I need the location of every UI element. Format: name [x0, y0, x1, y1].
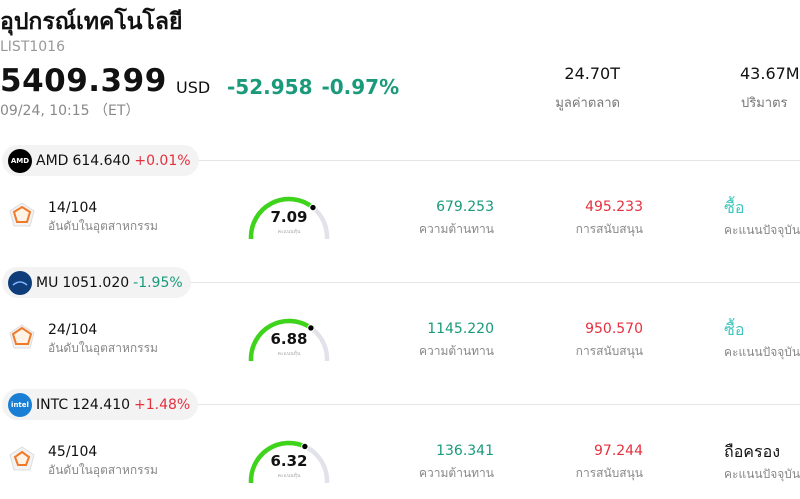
pentagon-rank-icon — [9, 324, 35, 349]
score-label: คะแนนหุ้น — [277, 229, 301, 235]
stock-section: AMD AMD 614.640 +0.01% 14/104 อันดับในอุ… — [0, 145, 800, 267]
micron-logo-icon — [8, 270, 32, 295]
rating-label: คะแนนปัจจุบัน — [724, 223, 800, 237]
stock-chip[interactable]: AMD AMD 614.640 +0.01% — [2, 145, 199, 176]
stock-section: MU 1051.020 -1.95% 24/104 อันดับในอุตสาห… — [0, 267, 800, 389]
section-divider — [190, 282, 800, 283]
support-value: 950.570 — [585, 321, 643, 337]
industry-rank: 24/104 — [48, 322, 98, 338]
industry-rank-label: อันดับในอุตสาหกรรม — [48, 341, 158, 355]
resistance-label: ความต้านทาน — [419, 344, 494, 358]
section-divider — [190, 404, 800, 405]
volume-label: ปริมาตร — [741, 96, 788, 111]
stock-price: 614.640 — [72, 152, 131, 169]
score-value: 6.32 — [270, 452, 308, 470]
market-cap-label: มูลค่าตลาด — [555, 96, 620, 111]
gauge-fill — [248, 440, 308, 483]
stock-change-pct: +0.01% — [134, 152, 191, 169]
resistance-value: 679.253 — [436, 199, 494, 215]
stock-symbol: MU — [36, 274, 59, 291]
amd-logo-icon: AMD — [8, 148, 32, 173]
pentagon-rank-icon — [9, 202, 35, 227]
score-value: 7.09 — [270, 208, 308, 226]
rating-value: ซื้อ — [724, 320, 745, 339]
score-gauge — [248, 440, 330, 483]
industry-rank-label: อันดับในอุตสาหกรรม — [48, 463, 158, 477]
rating-label: คะแนนปัจจุบัน — [724, 467, 800, 481]
stock-symbol: AMD — [36, 152, 69, 169]
index-code: LIST1016 — [0, 39, 65, 55]
stock-price: 124.410 — [72, 396, 131, 413]
resistance-value: 1145.220 — [427, 321, 494, 337]
stock-price: 1051.020 — [62, 274, 130, 291]
page-title: อุปกรณ์เทคโนโลยี — [0, 9, 183, 35]
stock-symbol: INTC — [36, 396, 69, 413]
industry-rank: 14/104 — [48, 200, 98, 216]
intel-logo-icon: intel — [8, 392, 32, 417]
rating-value: ซื้อ — [724, 198, 745, 217]
rating-label: คะแนนปัจจุบัน — [724, 345, 800, 359]
gauge-fill — [248, 318, 314, 361]
score-gauge — [248, 196, 330, 239]
industry-rank-label: อันดับในอุตสาหกรรม — [48, 219, 158, 233]
rating-value: ถือครอง — [724, 442, 781, 461]
resistance-label: ความต้านทาน — [419, 466, 494, 480]
score-value: 6.88 — [270, 330, 308, 348]
stock-chip[interactable]: MU 1051.020 -1.95% — [2, 267, 191, 298]
stock-change-pct: -1.95% — [133, 274, 183, 291]
support-value: 495.233 — [585, 199, 643, 215]
resistance-value: 136.341 — [436, 443, 494, 459]
gauge-marker — [309, 203, 317, 212]
timestamp: 09/24, 10:15 （ET） — [0, 103, 140, 119]
score-label: คะแนนหุ้น — [277, 351, 301, 357]
pentagon-rank-icon — [9, 446, 35, 471]
support-label: การสนับสนุน — [575, 466, 643, 480]
support-value: 97.244 — [594, 443, 643, 459]
industry-rank: 45/104 — [48, 444, 98, 460]
gauge-marker — [307, 324, 315, 332]
stock-change-pct: +1.48% — [134, 396, 191, 413]
stock-section: intel INTC 124.410 +1.48% 45/104 อันดับใ… — [0, 389, 800, 499]
index-price: 5409.399 — [0, 63, 167, 99]
gauge-marker — [301, 442, 309, 451]
score-gauge — [248, 318, 330, 361]
currency-label: USD — [176, 78, 211, 97]
gauge-fill — [248, 196, 316, 239]
volume-value: 43.67M — [740, 64, 800, 83]
score-label: คะแนนหุ้น — [277, 473, 301, 479]
section-divider — [190, 160, 800, 161]
market-cap-value: 24.70T — [564, 64, 620, 83]
price-change: -52.958 -0.97% — [227, 75, 400, 99]
support-label: การสนับสนุน — [575, 222, 643, 236]
support-label: การสนับสนุน — [575, 344, 643, 358]
stock-chip[interactable]: intel INTC 124.410 +1.48% — [2, 389, 199, 420]
resistance-label: ความต้านทาน — [419, 222, 494, 236]
